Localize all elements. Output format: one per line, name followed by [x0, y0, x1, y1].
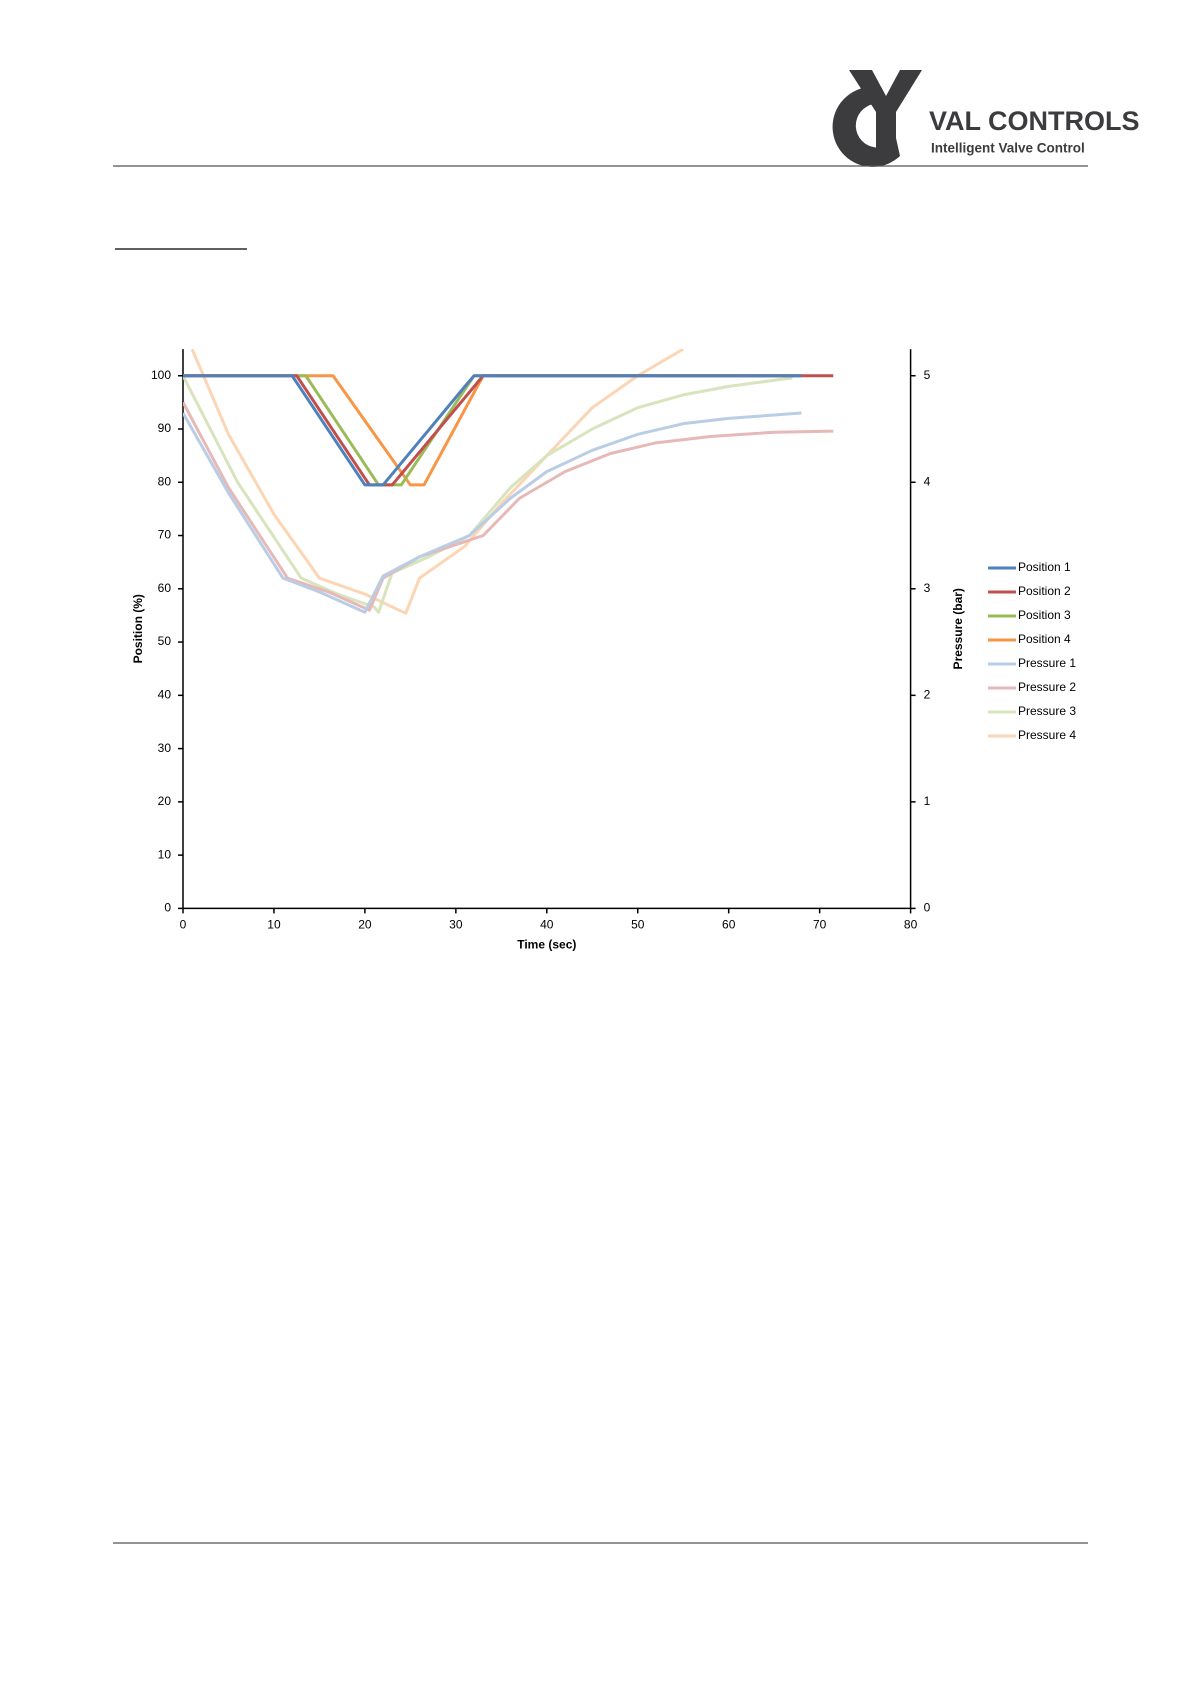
- plot-area: [183, 349, 834, 615]
- y-tick-label: 50: [158, 634, 172, 648]
- legend-label: Position 2: [1018, 584, 1071, 598]
- series-line: [183, 374, 834, 487]
- y2-tick-label: 3: [924, 581, 931, 595]
- y-axis-title: Position (%): [131, 594, 145, 663]
- x-tick-label: 80: [904, 918, 918, 932]
- x-tick-label: 0: [180, 918, 187, 932]
- series-line: [183, 374, 802, 487]
- x-tick-label: 20: [358, 918, 372, 932]
- x-tick-label: 30: [449, 918, 463, 932]
- logo-text: VAL CONTROLS: [929, 106, 1140, 136]
- x-tick-label: 60: [722, 918, 736, 932]
- x-tick-label: 50: [631, 918, 645, 932]
- y-tick-label: 20: [158, 794, 172, 808]
- y2-tick-label: 0: [924, 901, 931, 915]
- x-tick-label: 70: [813, 918, 827, 932]
- series-line: [183, 401, 834, 612]
- y-tick-label: 0: [164, 901, 171, 915]
- legend-label: Pressure 4: [1018, 728, 1076, 742]
- logo-c: [832, 86, 900, 167]
- legend-label: Position 3: [1018, 608, 1071, 622]
- legend-label: Pressure 3: [1018, 704, 1076, 718]
- y-tick-label: 60: [158, 581, 172, 595]
- y-tick-label: 30: [158, 741, 172, 755]
- y2-tick-label: 5: [924, 368, 931, 382]
- legend-label: Position 4: [1018, 632, 1071, 646]
- legend-label: Position 1: [1018, 560, 1071, 574]
- y-tick-label: 10: [158, 847, 172, 861]
- y2-axis-title: Pressure (bar): [951, 588, 965, 669]
- y-tick-label: 70: [158, 528, 172, 542]
- y2-tick-label: 1: [924, 794, 931, 808]
- y-tick-label: 90: [158, 421, 172, 435]
- logo-tagline: Intelligent Valve Control: [931, 141, 1085, 156]
- y-tick-label: 40: [158, 688, 172, 702]
- series-line: [183, 375, 793, 614]
- x-tick-label: 40: [540, 918, 554, 932]
- y-tick-label: 80: [158, 474, 172, 488]
- legend-label: Pressure 2: [1018, 680, 1076, 694]
- series-line: [190, 349, 684, 615]
- series-line: [183, 374, 802, 487]
- logo: VAL CONTROLS Intelligent Valve Control: [832, 70, 1140, 167]
- legend-label: Pressure 1: [1018, 656, 1076, 670]
- series-line: [183, 411, 802, 614]
- y2-tick-label: 4: [924, 474, 931, 488]
- y-tick-label: 100: [151, 368, 171, 382]
- x-tick-label: 10: [267, 918, 281, 932]
- x-axis-title: Time (sec): [517, 938, 576, 952]
- y2-tick-label: 2: [924, 688, 931, 702]
